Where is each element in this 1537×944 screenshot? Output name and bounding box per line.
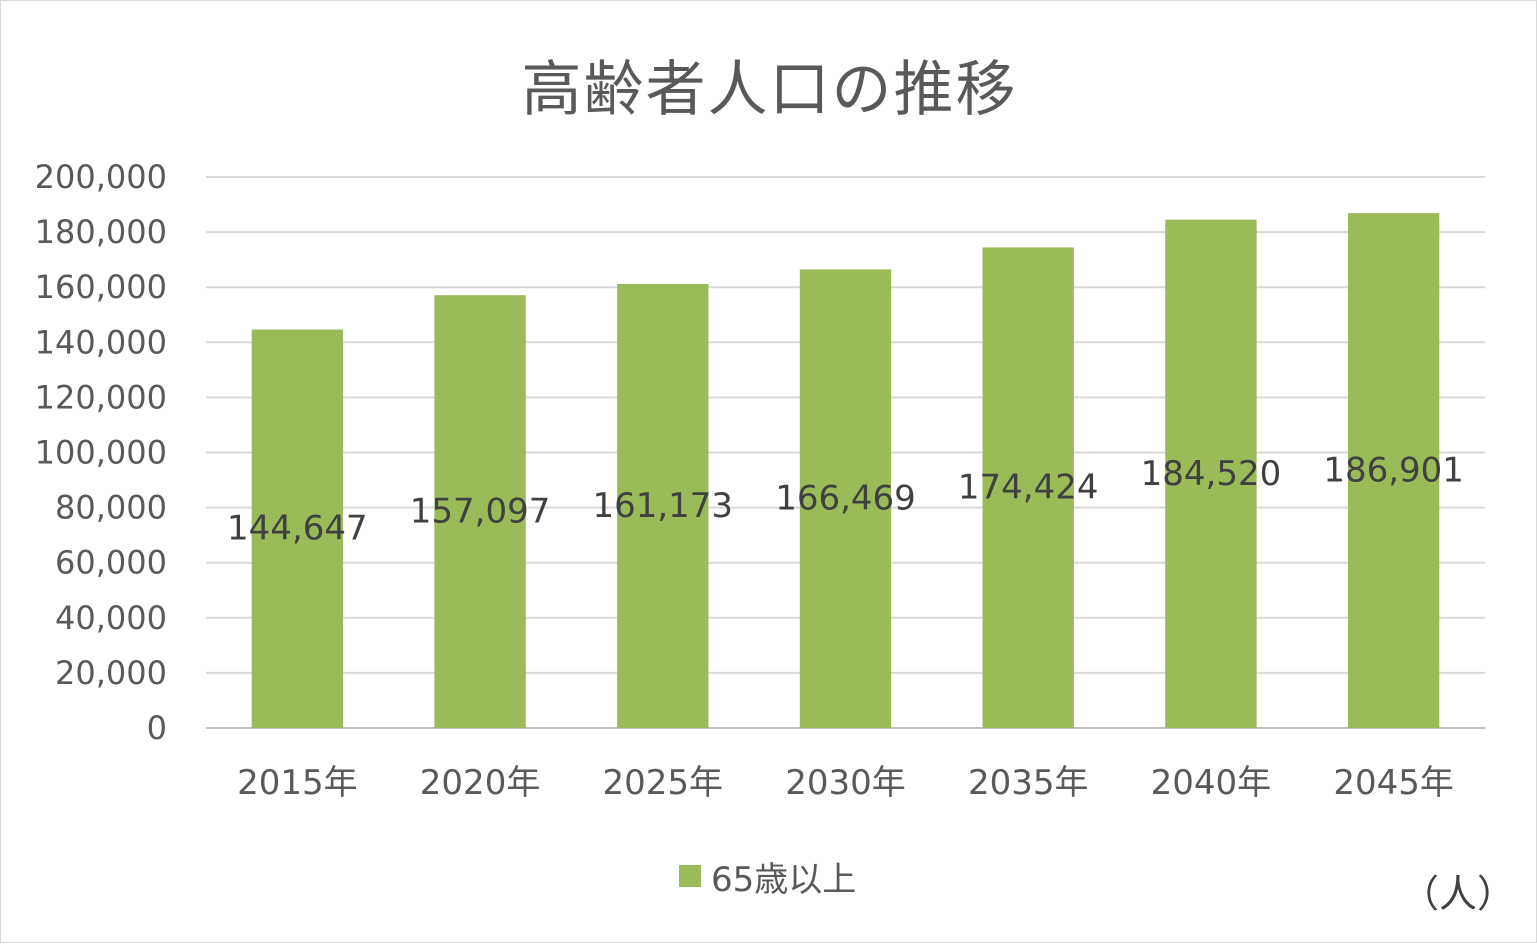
data-label: 166,469: [775, 479, 916, 519]
bar: [799, 269, 892, 728]
x-tick-label: 2015年: [237, 763, 358, 803]
x-tick-label: 2035年: [968, 763, 1089, 803]
data-label: 184,520: [1141, 454, 1282, 494]
bar: [434, 295, 526, 728]
data-label: 174,424: [958, 468, 1099, 508]
unit-label: （人）: [1401, 872, 1516, 916]
x-tick-label: 2020年: [420, 763, 541, 803]
y-tick-label: 80,000: [55, 489, 167, 527]
y-tick-label: 20,000: [55, 654, 167, 692]
y-tick-label: 60,000: [55, 544, 167, 582]
x-tick-label: 2045年: [1333, 763, 1454, 803]
x-tick-label: 2025年: [603, 763, 724, 803]
data-label: 144,647: [227, 509, 368, 549]
bar: [1347, 213, 1440, 728]
legend-swatch: [679, 865, 701, 887]
bar: [617, 283, 709, 728]
y-tick-label: 140,000: [35, 323, 167, 361]
x-tick-label: 2040年: [1151, 763, 1272, 803]
y-tick-label: 0: [147, 709, 167, 747]
x-tick-label: 2030年: [785, 763, 906, 803]
bar: [982, 247, 1074, 728]
y-tick-label: 180,000: [35, 213, 167, 251]
data-label: 161,173: [592, 486, 733, 526]
chart-title: 高齢者人口の推移: [521, 55, 1018, 125]
data-label: 186,901: [1323, 451, 1464, 491]
y-tick-label: 200,000: [35, 158, 167, 196]
bar: [1165, 219, 1257, 728]
y-tick-label: 40,000: [55, 599, 167, 637]
legend-label: 65歳以上: [711, 859, 857, 900]
bar: [251, 329, 344, 728]
y-tick-label: 100,000: [35, 434, 167, 472]
y-tick-label: 120,000: [35, 378, 167, 416]
legend: 65歳以上: [679, 856, 856, 900]
y-tick-label: 160,000: [35, 268, 167, 306]
data-label: 157,097: [410, 492, 551, 532]
